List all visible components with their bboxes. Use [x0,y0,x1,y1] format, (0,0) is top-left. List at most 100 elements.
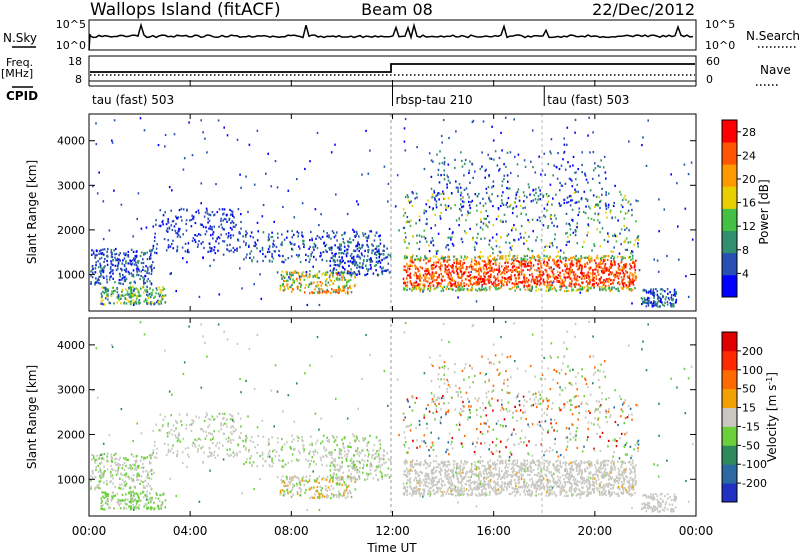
power-cbar-frame [721,119,738,298]
power-cell [638,269,641,272]
power-cell [599,289,601,292]
velocity-cell [379,447,382,450]
power-cell [170,224,173,227]
velocity-cell [323,495,326,498]
power-cell [484,260,486,263]
power-cell [367,236,369,239]
power-cell [443,173,445,176]
power-cell [520,270,523,274]
power-cell [631,274,633,277]
power-cell [429,273,431,276]
power-cell [221,226,224,229]
power-cell [624,257,626,260]
velocity-cell [137,464,139,468]
power-cell [336,278,338,281]
velocity-cell [230,454,232,457]
velocity-cell [205,434,208,438]
power-cell [488,195,491,198]
power-cell [292,281,294,284]
power-cell [268,233,270,236]
velocity-cell [122,487,124,490]
velocity-cell [124,498,127,501]
velocity-cell [326,476,329,479]
power-cell [249,235,252,238]
velocity-cell [129,492,132,495]
power-cell [523,200,525,203]
power-cell [603,279,605,282]
velocity-cell [338,491,340,495]
power-cell [409,260,412,263]
power-cell [448,281,450,285]
power-cell [502,220,504,223]
power-cell [477,232,479,235]
power-cell [419,273,421,276]
power-cell [267,250,269,254]
power-cell [227,236,229,239]
power-cell [405,271,408,274]
power-cell [643,301,646,304]
power-cell [553,277,556,280]
power-cell [291,229,293,233]
power-cell [534,282,536,285]
power-cell [664,298,667,301]
velocity-cell [103,481,105,484]
power-cell [313,291,316,294]
power-cell [479,277,482,280]
power-cell [477,256,479,259]
power-cell [520,212,523,215]
power-cell [138,292,140,295]
power-cell [499,251,502,254]
power-cell [305,253,307,256]
power-cell [528,264,530,267]
power-cell [353,284,356,287]
power-cell [448,271,451,274]
power-cell [424,272,427,275]
power-cbar-label: Power [dB] [757,179,771,244]
power-cell [121,277,124,280]
velocity-cell [320,459,322,462]
power-cell [492,180,495,183]
power-cell [492,252,494,255]
power-cell [446,174,448,177]
power-cell [577,213,579,217]
power-cell [631,279,633,282]
beam-title: Beam 08 [361,0,433,19]
power-cell [537,274,540,277]
power-cell [404,287,406,290]
power-cell [617,287,619,290]
velocity-cell [199,428,202,431]
power-cell [207,217,209,220]
power-cell [343,289,345,292]
power-cell [629,203,632,206]
velocity-cell [223,422,226,425]
power-cell [428,152,431,155]
power-cell [445,208,447,211]
power-cell [332,254,335,257]
power-cell [165,249,168,252]
power-cell [469,288,472,291]
power-cell [431,273,433,276]
power-cell [118,299,120,302]
power-cell [523,236,525,239]
power-cell [477,278,479,281]
power-cell [479,226,482,229]
power-cell [225,218,227,221]
power-cell [570,285,573,288]
velocity-cell [267,440,270,443]
power-cell [539,219,542,223]
power-cell [321,291,324,294]
power-cell [467,275,470,278]
velocity-cell [286,478,289,481]
velocity-cell [126,503,128,506]
power-cell [553,214,556,217]
power-cell [536,236,538,239]
power-cell [293,279,295,282]
power-cell [532,264,535,267]
velocity-cell [91,458,93,461]
nsearch-label: N.Search [746,29,800,43]
power-cell [100,302,102,305]
power-cell [528,248,530,251]
power-cell [461,272,463,275]
power-cell [532,166,534,169]
power-cell [528,221,531,224]
